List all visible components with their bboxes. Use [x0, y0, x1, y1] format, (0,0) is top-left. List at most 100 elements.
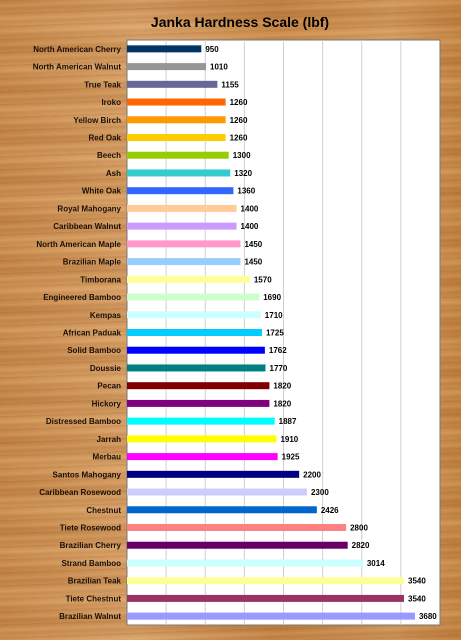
bar: [127, 45, 202, 53]
bar: [127, 453, 278, 461]
bar: [127, 577, 405, 585]
category-label: Brazilian Walnut: [59, 612, 121, 621]
category-label: Red Oak: [89, 134, 122, 143]
bar: [127, 98, 226, 106]
category-label: Beech: [97, 151, 121, 160]
bar: [127, 293, 260, 301]
bar: [127, 151, 229, 159]
value-label: 1910: [280, 435, 298, 444]
bar: [127, 594, 405, 602]
bars: [127, 45, 415, 620]
category-label: Merbau: [93, 453, 122, 462]
bar: [127, 240, 241, 248]
category-labels: North American Cherry North American Waln…: [33, 45, 122, 621]
bar: [127, 258, 241, 266]
bar: [127, 329, 262, 336]
category-label: Tiete Chestnut: [66, 594, 122, 603]
value-label: 1010: [210, 63, 228, 72]
value-label: 1762: [269, 346, 287, 355]
bar: [127, 612, 415, 620]
category-label: Brazilian Cherry: [60, 541, 122, 550]
value-label: 3540: [408, 594, 426, 603]
category-label: Royal Mahogany: [57, 204, 121, 213]
category-label: North American Cherry: [33, 45, 121, 54]
category-label: Santos Mahogany: [53, 470, 122, 479]
value-label: 1300: [233, 151, 251, 160]
category-label: Yellow Birch: [73, 116, 121, 125]
value-label: 1925: [282, 453, 300, 462]
bar: [127, 382, 270, 390]
value-label: 1260: [230, 134, 248, 143]
bar: [127, 134, 226, 141]
category-label: Chestnut: [86, 506, 121, 515]
bar: [127, 204, 237, 212]
category-label: Solid Bamboo: [67, 346, 121, 355]
value-label: 1725: [266, 329, 284, 338]
value-label: 3540: [408, 577, 426, 586]
value-label: 2426: [321, 506, 339, 515]
category-label: Doussie: [90, 364, 122, 373]
category-label: North American Maple: [36, 240, 121, 249]
category-label: Distressed Bamboo: [46, 417, 121, 426]
value-label: 1320: [234, 169, 252, 178]
bar: [127, 524, 347, 531]
category-label: True Teak: [84, 80, 121, 89]
bar: [127, 506, 317, 514]
value-label: 1770: [270, 364, 288, 373]
bar: [127, 311, 261, 319]
bar: [127, 488, 307, 496]
bar: [127, 559, 363, 567]
bar: [127, 541, 348, 549]
category-label: Brazilian Teak: [68, 577, 122, 586]
value-label: 1155: [221, 80, 239, 89]
category-label: Pecan: [97, 382, 121, 391]
value-label: 1887: [279, 417, 297, 426]
category-label: Hickory: [92, 399, 122, 408]
value-label: 1400: [241, 222, 259, 231]
bar: [127, 187, 234, 195]
category-label: Brazilian Maple: [63, 258, 122, 267]
value-labels: 950 1010 1155 1260 1260 1260 1300 1320 1360 1400 1…: [205, 45, 437, 621]
value-label: 1260: [230, 98, 248, 107]
bar: [127, 116, 226, 124]
bar: [127, 435, 277, 443]
value-label: 1400: [241, 204, 259, 213]
category-label: Caribbean Walnut: [53, 222, 121, 231]
bar: [127, 169, 231, 177]
category-label: Caribbean Rosewood: [39, 488, 121, 497]
value-label: 1260: [230, 116, 248, 125]
bar: [127, 80, 218, 88]
bar: [127, 399, 270, 407]
value-label: 950: [205, 45, 219, 54]
category-label: Jarrah: [97, 435, 122, 444]
category-label: North American Walnut: [33, 63, 122, 72]
bar: [127, 470, 300, 478]
value-label: 1690: [263, 293, 281, 302]
bar: [127, 275, 250, 283]
value-label: 1820: [273, 382, 291, 391]
category-label: Engineered Bamboo: [43, 293, 121, 302]
category-label: African Paduak: [63, 329, 122, 338]
value-label: 2820: [352, 541, 370, 550]
bar: [127, 364, 266, 372]
value-label: 1570: [254, 275, 272, 284]
value-label: 1360: [237, 187, 255, 196]
bar: [127, 222, 237, 230]
value-label: 3680: [419, 612, 437, 621]
chart-title: Janka Hardness Scale (lbf): [151, 14, 329, 30]
category-label: Tiete Rosewood: [60, 524, 121, 533]
value-label: 1450: [244, 240, 262, 249]
value-label: 1820: [273, 399, 291, 408]
value-label: 3014: [367, 559, 385, 568]
category-label: White Oak: [82, 187, 122, 196]
category-label: Ash: [106, 169, 121, 178]
category-label: Iroko: [101, 98, 121, 107]
bar: [127, 417, 275, 425]
bar: [127, 346, 265, 354]
value-label: 2300: [311, 488, 329, 497]
value-label: 1710: [265, 311, 283, 320]
category-label: Timborana: [80, 275, 121, 284]
value-label: 2200: [303, 470, 321, 479]
category-label: Kempas: [90, 311, 122, 320]
